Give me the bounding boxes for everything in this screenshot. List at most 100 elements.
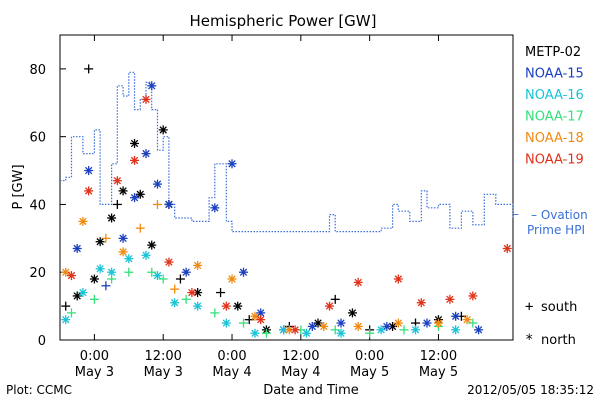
- data-point-north: [95, 237, 105, 247]
- chart-title: Hemispheric Power [GW]: [190, 12, 377, 30]
- data-point-south: [330, 325, 340, 335]
- y-axis-label: P [GW]: [11, 164, 26, 209]
- data-point-north: [376, 325, 386, 335]
- x-tick-label-date: May 3: [75, 365, 114, 380]
- data-point-north: [250, 311, 260, 321]
- data-point-north: [302, 328, 312, 338]
- data-point-south: [107, 274, 117, 284]
- data-point-south: [181, 294, 191, 304]
- data-point-north: [227, 274, 237, 284]
- data-point-south: [61, 301, 71, 311]
- data-point-north: [336, 318, 346, 328]
- data-point-north: [61, 315, 71, 325]
- ovation-line: [60, 71, 514, 233]
- data-point-north: [84, 186, 94, 196]
- data-point-south: [135, 223, 145, 233]
- data-point-south: [147, 267, 157, 277]
- data-point-north: [227, 159, 237, 169]
- data-point-south: [170, 284, 180, 294]
- data-point-north: [193, 260, 203, 270]
- data-point-south: [66, 308, 76, 318]
- x-tick-label-time: 12:00: [144, 349, 181, 364]
- data-point-north: [72, 244, 82, 253]
- footer-right: 2012/05/05 18:35:12: [467, 383, 594, 397]
- data-point-north: [221, 301, 231, 311]
- data-point-north: [256, 315, 266, 325]
- data-point-north: [193, 301, 203, 311]
- marker-legend: + south * north: [525, 299, 577, 348]
- data-point-north: [147, 240, 157, 250]
- data-point-north: [416, 298, 426, 308]
- data-point-north: [445, 294, 455, 304]
- data-point-south: [261, 328, 271, 338]
- x-tick-label-time: 0:00: [355, 349, 384, 364]
- x-tick-label-time: 0:00: [80, 349, 109, 364]
- data-point-south: [365, 328, 375, 338]
- data-point-north: [112, 176, 122, 186]
- data-point-north: [393, 318, 403, 328]
- data-point-south: [112, 199, 122, 209]
- x-tick-label-date: May 4: [281, 365, 320, 380]
- y-tick-label: 0: [38, 334, 46, 349]
- x-tick-label-date: May 3: [144, 365, 183, 380]
- data-point-north: [130, 193, 140, 203]
- data-point-south: [84, 64, 94, 74]
- data-point-south: [216, 288, 226, 298]
- data-point-north: [319, 321, 329, 331]
- x-tick-label-date: May 5: [419, 365, 458, 380]
- data-point-north: [164, 199, 174, 209]
- data-point-north: [181, 267, 191, 277]
- data-point-north: [187, 288, 197, 298]
- data-markers: [61, 64, 512, 338]
- marker-legend-label: south: [541, 300, 577, 315]
- data-point-north: [221, 318, 231, 328]
- data-point-south: [152, 199, 162, 209]
- ovation-label-dash: –: [513, 207, 519, 221]
- data-point-north: [382, 321, 392, 331]
- data-point-north: [124, 254, 134, 264]
- data-point-north: [152, 179, 162, 189]
- legend-entry: NOAA-15: [525, 67, 584, 82]
- data-point-south: [89, 294, 99, 304]
- data-point-north: [141, 94, 151, 104]
- legend-entry: NOAA-19: [525, 153, 584, 168]
- ovation-label-line2: Prime HPI: [527, 223, 585, 237]
- data-point-north: [66, 271, 76, 281]
- data-point-north: [411, 325, 421, 335]
- footer-left: Plot: CCMC: [6, 383, 72, 397]
- data-point-north: [451, 325, 461, 335]
- data-point-north: [95, 264, 105, 274]
- data-point-north: [290, 325, 300, 335]
- data-point-north: [238, 267, 248, 277]
- legend-entry: METP-02: [525, 45, 581, 60]
- marker-legend-symbol: *: [525, 332, 533, 348]
- data-point-north: [78, 288, 88, 298]
- y-tick-label: 80: [29, 63, 46, 78]
- data-point-south: [238, 318, 248, 328]
- data-point-north: [107, 267, 117, 277]
- data-point-north: [325, 301, 335, 311]
- data-point-north: [502, 244, 512, 253]
- legend-entry: NOAA-18: [525, 131, 584, 146]
- data-point-north: [78, 216, 88, 226]
- x-tick-label-date: May 4: [212, 365, 251, 380]
- x-tick-label-time: 12:00: [282, 349, 319, 364]
- data-point-north: [433, 318, 443, 328]
- data-point-north: [152, 271, 162, 281]
- data-point-north: [210, 203, 220, 213]
- data-point-south: [330, 294, 340, 304]
- x-tick-label-date: May 5: [350, 365, 389, 380]
- plot-frame: [59, 34, 514, 341]
- y-tick-label: 20: [29, 266, 46, 281]
- data-point-north: [474, 325, 484, 335]
- data-point-north: [130, 155, 140, 165]
- data-point-north: [307, 321, 317, 331]
- data-point-north: [462, 315, 472, 325]
- data-point-north: [107, 213, 117, 223]
- x-axis-label: Date and Time: [263, 383, 359, 398]
- data-point-south: [101, 233, 111, 243]
- data-point-north: [353, 277, 363, 287]
- data-point-north: [393, 274, 403, 284]
